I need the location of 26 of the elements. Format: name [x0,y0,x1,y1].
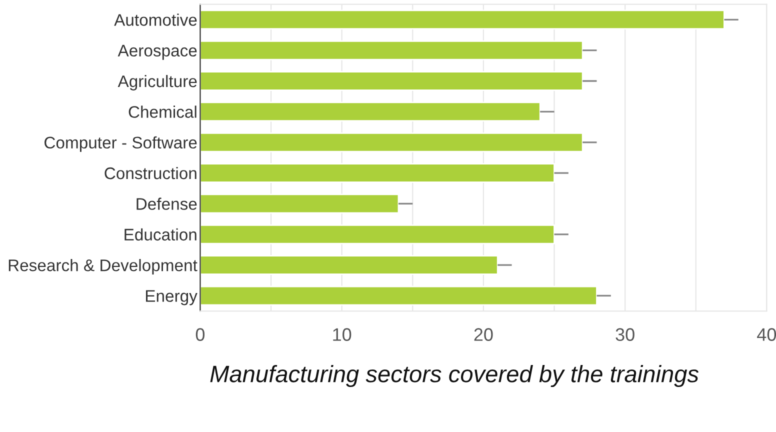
y-tick-label: Construction [104,166,196,180]
bar [200,132,584,152]
y-tick-label: Education [124,228,196,241]
bar [200,194,400,214]
x-tick-label: 20 [474,328,493,341]
y-tick-label: Aerospace [118,44,197,60]
bar [200,71,584,91]
x-tick-label: 0 [196,328,205,341]
x-tick-label: 10 [333,328,352,341]
y-tick-label: Defense [136,198,197,210]
y-tick-label: Chemical [128,106,196,118]
bar [200,224,555,244]
text: Manufacturing sectors covered by the trainings [210,365,699,388]
bar [200,163,555,183]
y-tick-label: Agriculture [118,74,197,90]
y-tick-label: Computer - Software [44,136,197,152]
y-tick-label: Automotive [114,14,197,26]
y-tick-label: Research & Development [8,258,198,275]
bar [200,40,584,60]
bar [200,10,725,30]
bar [200,255,498,275]
x-tick-label: 30 [616,328,634,341]
bar [200,102,541,122]
bar [200,286,598,306]
y-tick-label: Energy [146,290,198,306]
x-tick-label: 40 [757,328,776,341]
